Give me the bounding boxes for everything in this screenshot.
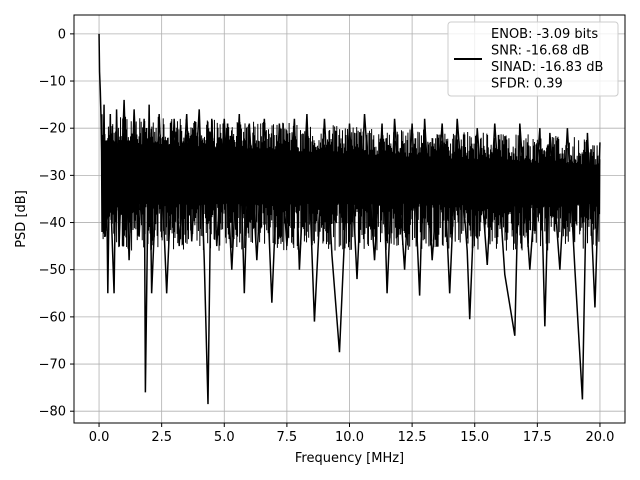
y-tick-label: −40 <box>39 216 66 231</box>
y-tick-label: 0 <box>58 27 66 42</box>
legend-entry-snr: SNR: -16.68 dB <box>491 44 589 59</box>
y-tick-label: −30 <box>39 169 66 184</box>
legend-entry-sinad: SINAD: -16.83 dB <box>491 60 603 75</box>
x-tick-label: 15.0 <box>460 430 489 445</box>
psd-series-line <box>98 33 601 405</box>
x-tick-label: 5.0 <box>214 430 235 445</box>
x-tick-label: 0.0 <box>89 430 110 445</box>
legend-box <box>447 21 619 97</box>
ticks: 0.0 2.5 5.0 7.5 10.0 12.5 15.0 17.5 20.0 0 −10 −20 −… <box>39 27 615 445</box>
y-tick-label: −10 <box>39 75 66 90</box>
x-axis-label: Frequency [MHz] <box>295 451 404 466</box>
plot-area <box>98 33 601 405</box>
y-axis-label: PSD [dB] <box>14 190 29 248</box>
x-tick-label: 20.0 <box>585 430 614 445</box>
y-tick-label: −80 <box>39 405 66 420</box>
legend: ENOB: -3.09 bits SNR: -16.68 dB SINAD: -… <box>447 21 619 97</box>
y-tick-label: −60 <box>39 310 66 325</box>
x-tick-label: 17.5 <box>523 430 552 445</box>
x-tick-label: 10.0 <box>335 430 364 445</box>
y-tick-label: −70 <box>39 358 66 373</box>
y-tick-label: −20 <box>39 122 66 137</box>
legend-entry-sfdr: SFDR: 0.39 <box>491 77 563 92</box>
x-tick-label: 2.5 <box>151 430 172 445</box>
y-tick-label: −50 <box>39 263 66 278</box>
x-tick-label: 7.5 <box>277 430 298 445</box>
x-tick-label: 12.5 <box>398 430 427 445</box>
legend-entry-enob: ENOB: -3.09 bits <box>491 27 598 42</box>
